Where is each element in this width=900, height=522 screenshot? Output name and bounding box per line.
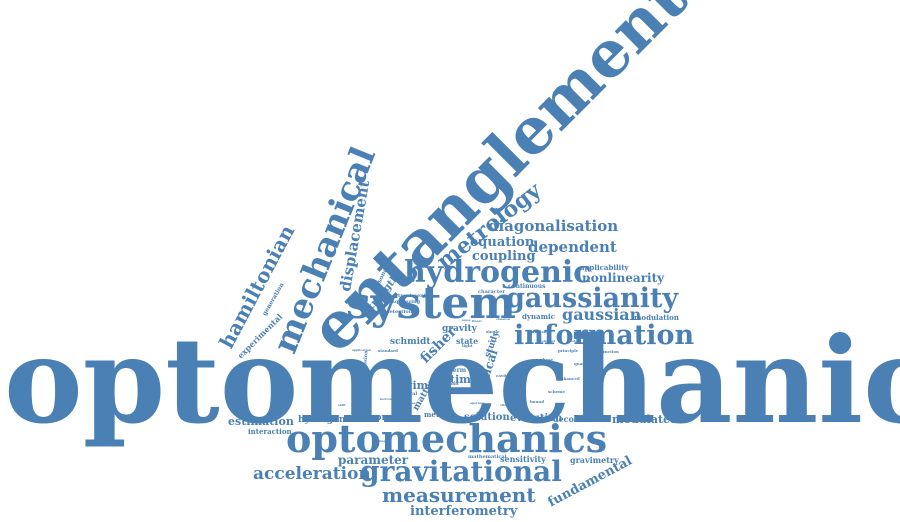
word-gravimetry: gravimetry — [570, 455, 619, 465]
word-phase: phase — [540, 357, 554, 362]
word-interaction: interaction — [248, 427, 292, 436]
word-precision: precision — [530, 329, 551, 334]
word-measurement: measurement — [382, 483, 536, 507]
word-continuous: continuous — [508, 283, 546, 290]
word-detection: detection — [386, 309, 413, 315]
word-single: single — [486, 329, 500, 334]
word-decoherence: decoherence — [553, 414, 610, 424]
word-modulated: modulated — [612, 413, 678, 426]
word-cavity: cavity — [496, 373, 510, 378]
word-dependent: dependent — [528, 238, 617, 256]
word-hydrogen: hydrogen — [298, 415, 346, 425]
word-schmidt: schmidt — [390, 337, 431, 347]
word-bound: bound — [530, 399, 545, 404]
word-optomechanical: optomechanical — [4, 311, 900, 450]
word-wave: wave — [360, 403, 369, 407]
word-gravity: gravity — [442, 324, 477, 334]
word-term: term — [450, 367, 467, 374]
word-optomechanics: optomechanics — [286, 416, 608, 461]
word-classical: classical — [496, 317, 511, 321]
word-gaussian: gaussian — [562, 305, 642, 324]
word-limit: limit — [448, 381, 459, 386]
word-principle: principle — [558, 348, 579, 353]
word-sensitivity: sensitivity — [500, 454, 546, 464]
word-enhanced: enhanced — [558, 376, 580, 381]
word-potential: potential — [586, 371, 607, 376]
word-effect: effect — [500, 403, 510, 407]
word-system: system — [346, 278, 516, 329]
word-hydrogenic: hydrogenic — [404, 255, 592, 290]
word-order: order — [432, 397, 445, 402]
word-compute: compute — [370, 413, 414, 423]
word-coherent: coherent — [540, 339, 555, 343]
word-general: general — [396, 391, 418, 397]
word-applicability: applicability — [580, 263, 629, 272]
word-function: function — [600, 349, 619, 354]
word-time: time — [450, 373, 478, 386]
word-gaussianity: gaussianity — [506, 283, 679, 314]
word-evolution: evolution — [510, 413, 563, 424]
word-scheme: scheme — [548, 389, 565, 394]
word-mode: mode — [440, 403, 453, 408]
word-diagonalisation: diagonalisation — [488, 217, 619, 235]
word-model: model — [568, 339, 579, 343]
word-shift: shift — [338, 403, 346, 407]
word-standard: standard — [378, 348, 398, 353]
word-mathematical: mathematical — [468, 454, 507, 460]
word-interferometry: interferometry — [410, 504, 518, 519]
word-parameter: parameter — [338, 453, 409, 467]
word-character: character — [478, 289, 505, 295]
word-rotating: rotating — [372, 439, 386, 443]
word-information: information — [514, 320, 695, 351]
word-field: field — [450, 360, 465, 367]
word-gravitational: gravitational — [360, 455, 562, 488]
word-estimation: estimation — [228, 415, 294, 428]
word-motion: motion — [380, 397, 392, 401]
word-nonlinearity: nonlinearity — [582, 271, 665, 285]
word-operator: operator — [470, 401, 485, 405]
word-solution: solution — [464, 412, 510, 423]
word-result: result — [616, 361, 630, 366]
word-state: state — [456, 336, 479, 346]
word-equation: equation — [470, 235, 535, 250]
word-coupling: coupling — [472, 249, 536, 264]
word-acceleration: acceleration — [253, 464, 371, 484]
word-squeezing: squeezing — [392, 299, 421, 305]
word-large: large — [488, 339, 497, 343]
word-modulation: modulation — [634, 313, 679, 322]
word-linear: linear — [472, 319, 482, 323]
word-method: method — [424, 410, 454, 419]
word-regime: regime — [392, 379, 436, 392]
word-frame: frame — [352, 409, 362, 413]
word-quantum: quantum — [574, 361, 595, 366]
word-mass: mass — [462, 318, 471, 322]
word-application: application — [352, 348, 371, 352]
word-treatment: treatment — [398, 293, 427, 299]
word-regimes: regimes — [402, 401, 416, 405]
word-dynamic: dynamic — [522, 312, 555, 321]
word-light: light — [462, 343, 473, 348]
